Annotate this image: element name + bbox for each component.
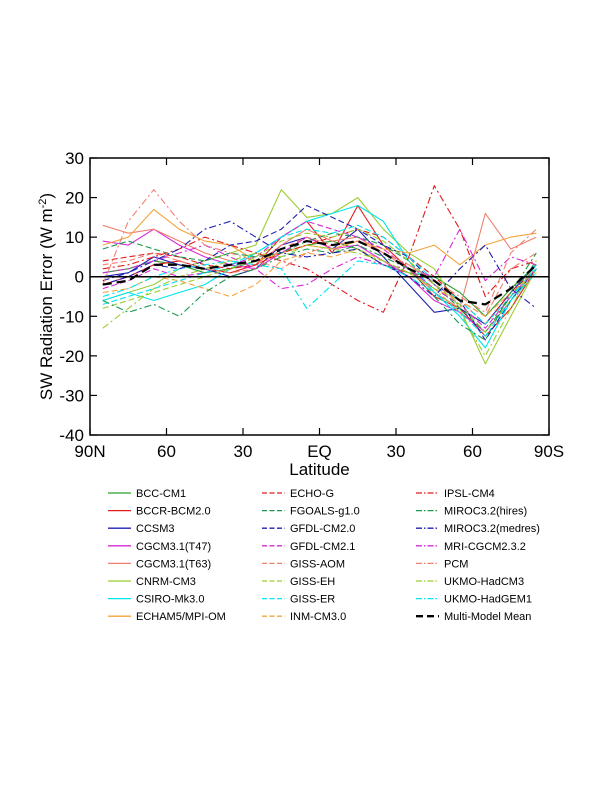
series-line-16: [102, 185, 537, 313]
y-tick-label: -40: [59, 426, 84, 445]
legend-label: Multi-Model Mean: [444, 611, 531, 623]
x-tick-label: EQ: [307, 442, 332, 461]
legend-label: GFDL-CM2.0: [290, 523, 355, 535]
legend-label: CGCM3.1(T63): [136, 558, 211, 570]
legend: BCC-CM1 BCCR-BCM2.0 CCSM3 CGCM3.1(T47) CGCM3…: [108, 488, 540, 623]
legend-label: CNRM-CM3: [136, 576, 196, 588]
x-tick-label: 90S: [534, 442, 564, 461]
x-tick-label: 90N: [74, 442, 105, 461]
series-line-10: [102, 204, 537, 341]
series-line-22: [102, 260, 537, 337]
legend-label: CSIRO-Mk3.0: [136, 594, 204, 606]
series-line-4: [102, 212, 537, 309]
x-tick-label: 60: [463, 442, 482, 461]
plot-series: [102, 185, 538, 365]
legend-label: CGCM3.1(T47): [136, 541, 211, 553]
series-line-12: [102, 236, 537, 317]
series-line-20: [102, 189, 537, 313]
legend-label: ECHAM5/MPI-OM: [136, 611, 226, 623]
legend-label: PCM: [444, 558, 468, 570]
series-line-8: [102, 228, 537, 325]
series-line-18: [102, 220, 537, 309]
legend-label: GISS-ER: [290, 594, 335, 606]
legend-label: GISS-AOM: [290, 558, 345, 570]
y-axis: -40 -30 -20 -10 0 10 20 30: [59, 149, 549, 445]
series-line-14: [102, 224, 537, 325]
x-tick-label: 60: [157, 442, 176, 461]
legend-label: MIROC3.2(hires): [444, 506, 527, 518]
legend-label: UKMO-HadGEM1: [444, 594, 532, 606]
series-line-11: [102, 220, 537, 329]
y-tick-label: -30: [59, 386, 84, 405]
legend-label: UKMO-HadCM3: [444, 576, 524, 588]
legend-label: BCCR-BCM2.0: [136, 506, 211, 518]
plot-frame: [89, 157, 550, 436]
legend-label: CCSM3: [136, 523, 175, 535]
y-tick-label: 20: [65, 189, 84, 208]
y-tick-label: 10: [65, 228, 84, 247]
legend-label: GISS-EH: [290, 576, 335, 588]
y-tick-label: -10: [59, 307, 84, 326]
series-line-6: [102, 204, 537, 349]
y-tick-label: 0: [75, 268, 84, 287]
legend-label: MIROC3.2(medres): [444, 523, 540, 535]
series-line-7: [102, 208, 537, 266]
x-axis-title: Latitude: [289, 460, 350, 479]
legend-label: FGOALS-g1.0: [290, 506, 360, 518]
series-line-13: [102, 228, 537, 333]
legend-label: GFDL-CM2.1: [290, 541, 355, 553]
series-line-5: [102, 189, 537, 365]
legend-label: MRI-CGCM2.3.2: [444, 541, 526, 553]
series-line-17: [102, 244, 537, 341]
series-line-9: [102, 232, 537, 333]
y-tick-label: 30: [65, 149, 84, 168]
x-tick-label: 30: [387, 442, 406, 461]
legend-label: ECHO-G: [290, 488, 334, 500]
y-tick-label: -20: [59, 347, 84, 366]
legend-label: BCC-CM1: [136, 488, 186, 500]
y-axis-title: SW Radiation Error (W m-2): [37, 193, 56, 400]
legend-label: INM-CM3.0: [290, 611, 346, 623]
series-line-23: [102, 240, 538, 306]
x-axis: 90N 60 30 EQ 30 60 90S: [74, 158, 564, 461]
x-tick-label: 30: [234, 442, 253, 461]
series-line-21: [102, 244, 537, 357]
legend-label: IPSL-CM4: [444, 488, 495, 500]
